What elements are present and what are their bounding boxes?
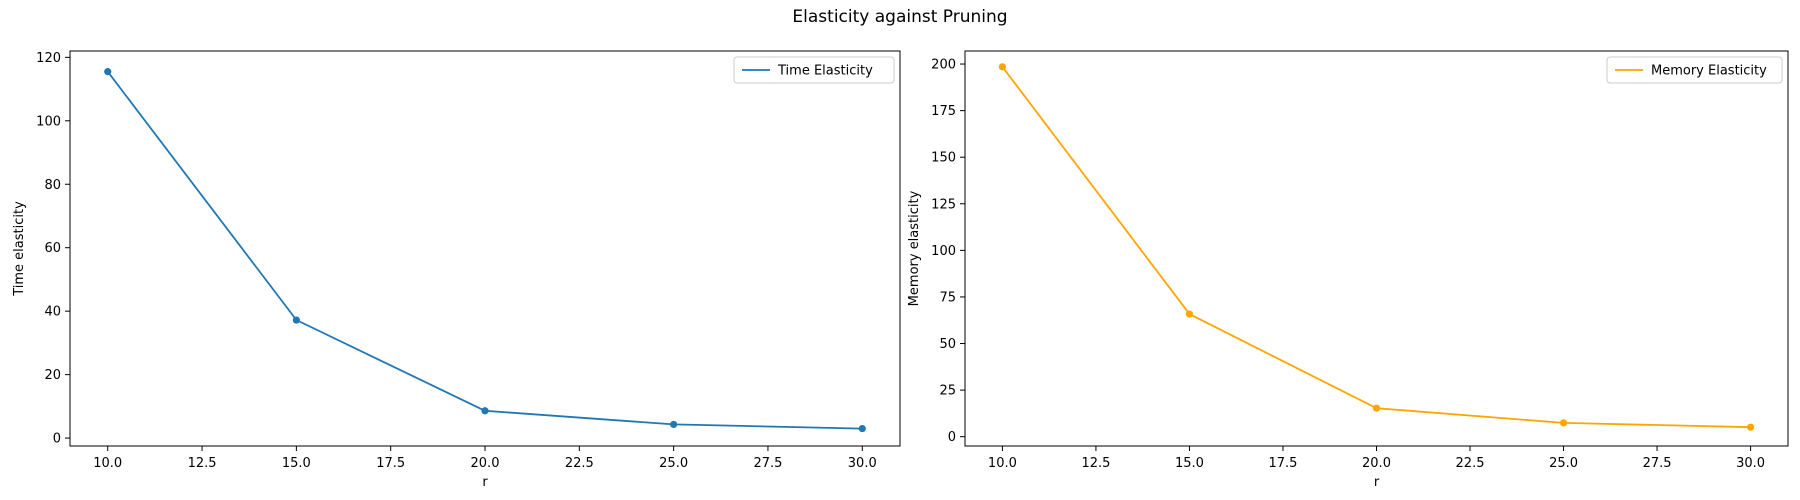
y-tick-label: 150 [931,151,956,166]
y-axis-label: Memory elasticity [907,190,922,306]
x-tick-label: 25.0 [1549,456,1578,471]
x-tick-label: 30.0 [848,456,877,471]
x-tick-label: 27.5 [1643,456,1672,471]
x-tick-label: 12.5 [1081,456,1110,471]
data-point [481,407,489,415]
data-point [292,316,300,324]
y-tick-label: 50 [939,337,956,352]
data-point [1185,310,1194,318]
x-tick-label: 22.5 [1456,456,1485,471]
series-line-1 [106,71,863,430]
data-point [670,420,678,429]
data-point [1559,419,1568,427]
figure-title: Elasticity against Pruning [792,7,1008,27]
y-tick-label: 100 [36,114,61,129]
y-tick-label: 200 [931,58,956,73]
x-axis-label: r [482,475,488,490]
y-tick-label: 100 [931,244,956,259]
x-axis-label: r [1374,475,1380,490]
data-point [1372,404,1381,412]
data-point [1746,423,1755,431]
legend-label: Time Elasticity [777,64,873,79]
y-tick-label: 20 [44,368,61,383]
x-tick-label: 10.0 [988,456,1017,471]
y-tick-label: 120 [36,51,61,66]
y-tick-label: 40 [44,305,61,320]
chart-panel-1: 10.0 12.5 15.0 17.5 20.0 22.5 25.0 27.5 30.0 0 20 4… [12,50,901,490]
x-tick-label: 15.0 [282,456,311,471]
x-tick-label: 10.0 [93,456,122,471]
data-point [104,68,112,76]
plot-frame [69,50,901,447]
x-tick-label: 17.5 [376,456,405,471]
legend-box [733,56,895,84]
x-tick-label: 27.5 [753,456,782,471]
plot-frame [964,50,1789,447]
y-tick-label: 0 [53,432,61,447]
series-line-2 [1001,66,1751,429]
y-tick-label: 80 [44,178,61,193]
x-tick-label: 12.5 [188,456,217,471]
data-point [858,424,866,433]
x-tick-label: 20.0 [1362,456,1391,471]
x-tick-label: 25.0 [659,456,688,471]
y-tick-label: 75 [939,290,956,305]
y-tick-label: 25 [939,384,956,399]
x-tick-label: 20.0 [471,456,500,471]
chart-panel-2: 10.0 12.5 15.0 17.5 20.0 22.5 25.0 27.5 30.0 0 25 5… [907,50,1789,490]
y-axis-label: Time elasticity [12,201,27,297]
y-tick-label: 175 [931,104,956,119]
y-tick-label: 125 [931,197,956,212]
x-tick-label: 15.0 [1175,456,1204,471]
data-point [998,63,1007,71]
y-tick-label: 0 [948,430,956,445]
y-tick-label: 60 [44,241,61,256]
x-tick-label: 17.5 [1269,456,1298,471]
x-tick-label: 30.0 [1736,456,1765,471]
legend-box [1606,56,1783,84]
legend-label: Memory Elasticity [1651,64,1767,79]
x-tick-label: 22.5 [565,456,594,471]
